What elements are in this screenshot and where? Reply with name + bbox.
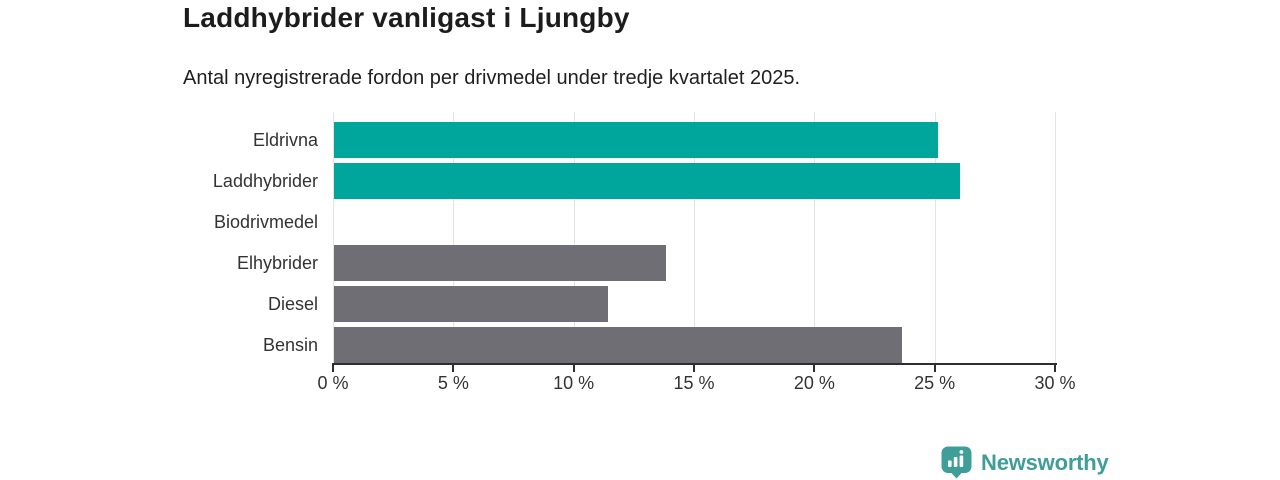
chart-title: Laddhybrider vanligast i Ljungby <box>183 2 630 33</box>
bar-eldrivna <box>334 122 939 158</box>
gridline-25 <box>934 112 936 363</box>
bar-elhybrider <box>334 245 667 281</box>
category-label-biodrivmedel: Biodrivmedel <box>213 212 318 232</box>
bar-bensin <box>334 327 902 363</box>
tick-label-30: 30 % <box>1034 373 1076 393</box>
gridline-20 <box>814 112 816 363</box>
newsworthy-logo[interactable]: Newsworthy <box>941 446 1109 479</box>
tick-mark-10 <box>572 363 575 372</box>
tick-mark-5 <box>452 363 455 372</box>
tick-label-5: 5 % <box>437 373 469 393</box>
bar-laddhybrider <box>334 163 960 199</box>
category-label-bensin: Bensin <box>262 335 318 355</box>
tick-label-0: 0 % <box>317 373 349 393</box>
plot-area <box>333 112 1056 363</box>
tick-label-10: 10 % <box>553 373 595 393</box>
category-label-elhybrider: Elhybrider <box>236 253 318 273</box>
tick-mark-0 <box>332 363 334 372</box>
tick-label-20: 20 % <box>793 373 835 393</box>
tick-mark-30 <box>1054 363 1056 372</box>
tick-mark-25 <box>933 363 936 372</box>
chart-subtitle: Antal nyregistrerade fordon per drivmede… <box>183 67 801 89</box>
gridline-30 <box>1055 112 1056 363</box>
tick-mark-20 <box>813 363 816 372</box>
tick-label-15: 15 % <box>673 373 715 393</box>
category-label-laddhybrider: Laddhybrider <box>212 171 318 191</box>
newsworthy-wordmark: Newsworthy <box>981 449 1109 475</box>
category-label-eldrivna: Eldrivna <box>252 130 318 150</box>
gridline-0 <box>333 112 334 363</box>
tick-mark-15 <box>693 363 695 372</box>
bar-diesel <box>334 286 609 322</box>
gridline-15 <box>694 112 695 363</box>
category-label-diesel: Diesel <box>267 294 318 314</box>
gridline-10 <box>573 112 575 363</box>
x-axis-line <box>333 363 1057 365</box>
newsworthy-icon <box>941 446 972 479</box>
tick-label-25: 25 % <box>914 373 956 393</box>
gridline-5 <box>453 112 455 363</box>
